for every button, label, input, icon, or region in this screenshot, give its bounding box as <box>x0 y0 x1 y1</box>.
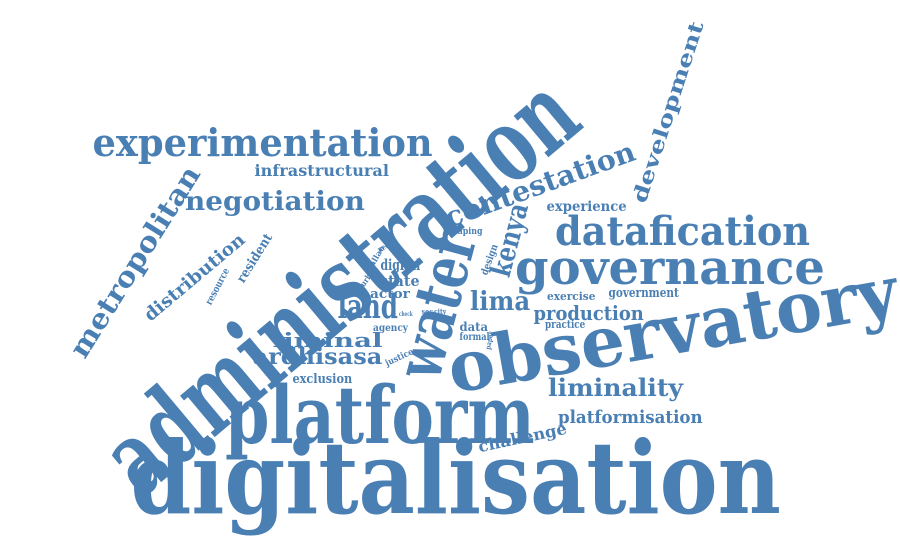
word-check: check <box>399 312 413 318</box>
word-lima: lima <box>470 289 530 315</box>
word-exclusion: exclusion <box>292 373 352 386</box>
word-experience: experience <box>546 200 626 214</box>
word-agency: agency <box>373 324 408 334</box>
word-platformisation: platformisation <box>557 409 702 427</box>
word-practice: practice <box>545 319 585 330</box>
word-city: city <box>434 308 446 315</box>
word-exercise: exercise <box>547 291 595 302</box>
word-liminality: liminality <box>547 376 682 400</box>
word-development: development <box>629 19 707 205</box>
word-shaping: shaping <box>448 228 483 237</box>
word-digital: digital <box>380 258 420 273</box>
word-government: government <box>608 287 678 300</box>
word-sec: sec <box>421 308 433 315</box>
word-negotiation: negotiation <box>185 189 365 215</box>
word-infrastructural: infrastructural <box>255 163 389 179</box>
word-experimentation: experimentation <box>92 124 432 162</box>
word-datafication: datafication <box>555 212 810 252</box>
word-metropolitan: metropolitan <box>65 161 205 362</box>
word-liminal: liminal <box>272 330 382 350</box>
word-actor: actor <box>370 288 410 301</box>
